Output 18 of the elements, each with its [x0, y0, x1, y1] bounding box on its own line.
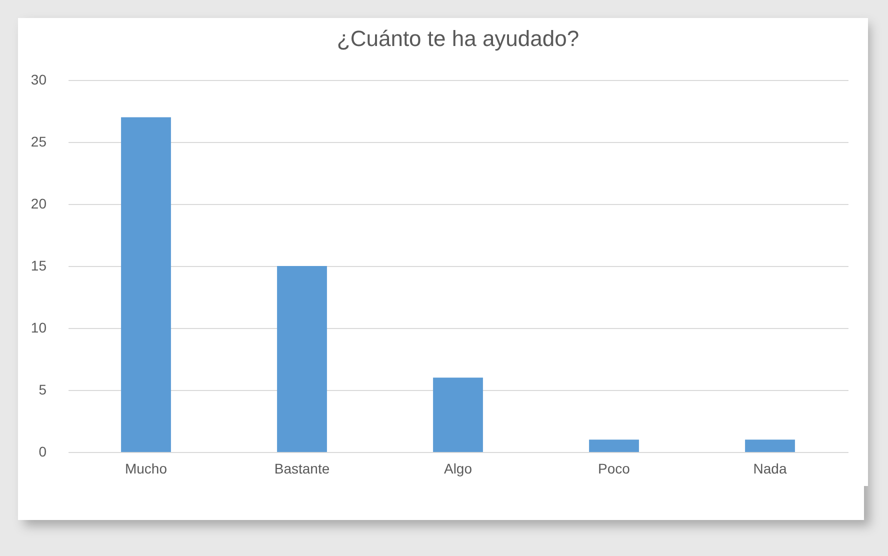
y-tick-label: 20 — [30, 196, 47, 212]
y-tick-label: 15 — [30, 258, 47, 274]
bar — [277, 266, 327, 452]
x-tick-label: Bastante — [274, 460, 330, 476]
y-tick-label: 10 — [30, 320, 47, 336]
y-tick-label: 0 — [38, 444, 47, 460]
chart-title: ¿Cuánto te ha ayudado? — [336, 26, 580, 51]
bar — [745, 440, 795, 452]
y-tick-label: 30 — [30, 72, 47, 88]
y-tick-label: 5 — [38, 382, 47, 398]
bar — [433, 378, 483, 452]
x-tick-label: Nada — [753, 460, 787, 476]
bar — [589, 440, 639, 452]
x-tick-label: Mucho — [124, 460, 168, 476]
bar — [121, 117, 171, 452]
x-tick-label: Algo — [444, 460, 472, 476]
y-tick-label: 25 — [30, 134, 47, 150]
x-tick-label: Poco — [598, 460, 630, 476]
